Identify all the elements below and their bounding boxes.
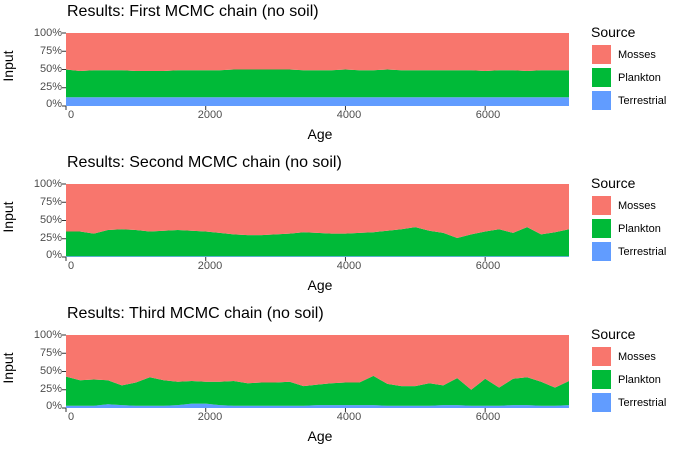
legend-label: Terrestrial [618,396,667,409]
x-tick-label: 6000 [475,260,501,272]
y-tick-label: 0% [46,400,62,412]
y-tick-label: 100% [33,27,62,39]
y-tick-label: 75% [39,45,62,57]
legend-label: Mosses [618,48,656,61]
chart-panel-second-chain: Results: Second MCMC chain (no soil) Inp… [0,151,688,302]
legend-swatch [591,195,612,216]
area-plankton [66,69,569,98]
x-tick-label: 6000 [475,411,501,423]
x-tick-label: 0 [67,109,75,121]
legend-swatch [591,90,612,111]
area-chart [62,334,569,412]
legend-item-plankton: Plankton [591,368,666,391]
legend-item-plankton: Plankton [591,66,666,89]
legend-title: Source [591,24,636,40]
x-tick-label: 2000 [197,109,223,121]
legend-label: Plankton [618,222,661,235]
area-mosses [66,335,569,390]
x-tick-label: 0 [67,260,75,272]
legend-item-terrestrial: Terrestrial [591,89,666,112]
legend-swatch [591,67,612,88]
y-tick-label: 50% [39,214,62,226]
y-tick-label: 100% [33,329,62,341]
y-tick-label: 0% [46,249,62,261]
x-tick-label: 2000 [197,260,223,272]
y-tick-label: 50% [39,63,62,75]
legend-title: Source [591,175,636,191]
legend-swatch [591,346,612,367]
legend-label: Mosses [618,350,656,363]
legend-item-terrestrial: Terrestrial [591,391,666,414]
legend: Source Mosses Plankton Terrestrial [591,326,666,414]
y-tick-label: 75% [39,196,62,208]
x-tick-label: 2000 [197,411,223,423]
area-mosses [66,184,569,238]
legend: Source Mosses Plankton Terrestrial [591,175,666,263]
y-axis-label: Input [0,352,16,384]
legend-label: Plankton [618,71,661,84]
legend-item-terrestrial: Terrestrial [591,240,666,263]
x-tick-label: 4000 [336,260,362,272]
chart-panel-third-chain: Results: Third MCMC chain (no soil) Inpu… [0,302,688,453]
area-mosses [66,33,569,71]
chart-panel-first-chain: Results: First MCMC chain (no soil) Inpu… [0,0,688,151]
legend-swatch [591,392,612,413]
legend-title: Source [591,326,636,342]
x-axis-label: Age [307,126,333,142]
legend: Source Mosses Plankton Terrestrial [591,24,666,112]
area-terrestrial [66,256,569,257]
chart-title: Results: Second MCMC chain (no soil) [67,154,342,171]
x-tick-label: 0 [67,411,75,423]
chart-title: Results: First MCMC chain (no soil) [67,3,319,20]
y-tick-label: 50% [39,365,62,377]
legend-item-mosses: Mosses [591,345,666,368]
legend-swatch [591,44,612,65]
y-tick-label: 25% [39,232,62,244]
legend-item-mosses: Mosses [591,194,666,217]
chart-title: Results: Third MCMC chain (no soil) [67,305,324,322]
legend-item-mosses: Mosses [591,43,666,66]
x-axis-label: Age [307,277,333,293]
legend-label: Terrestrial [618,245,667,258]
legend-label: Mosses [618,199,656,212]
area-terrestrial [66,403,569,408]
y-tick-label: 0% [46,98,62,110]
legend-swatch [591,369,612,390]
y-tick-label: 25% [39,81,62,93]
x-tick-label: 6000 [475,109,501,121]
y-axis-label: Input [0,201,16,233]
x-axis-label: Age [307,428,333,444]
area-plankton [66,375,569,406]
y-axis-label: Input [0,50,16,82]
area-plankton [66,227,569,257]
legend-item-plankton: Plankton [591,217,666,240]
area-chart [62,32,569,110]
x-tick-label: 4000 [336,109,362,121]
area-chart [62,183,569,261]
y-tick-label: 25% [39,383,62,395]
legend-swatch [591,218,612,239]
y-tick-label: 75% [39,347,62,359]
legend-label: Plankton [618,373,661,386]
area-terrestrial [66,97,569,106]
legend-label: Terrestrial [618,94,667,107]
legend-swatch [591,241,612,262]
x-tick-label: 4000 [336,411,362,423]
y-tick-label: 100% [33,178,62,190]
